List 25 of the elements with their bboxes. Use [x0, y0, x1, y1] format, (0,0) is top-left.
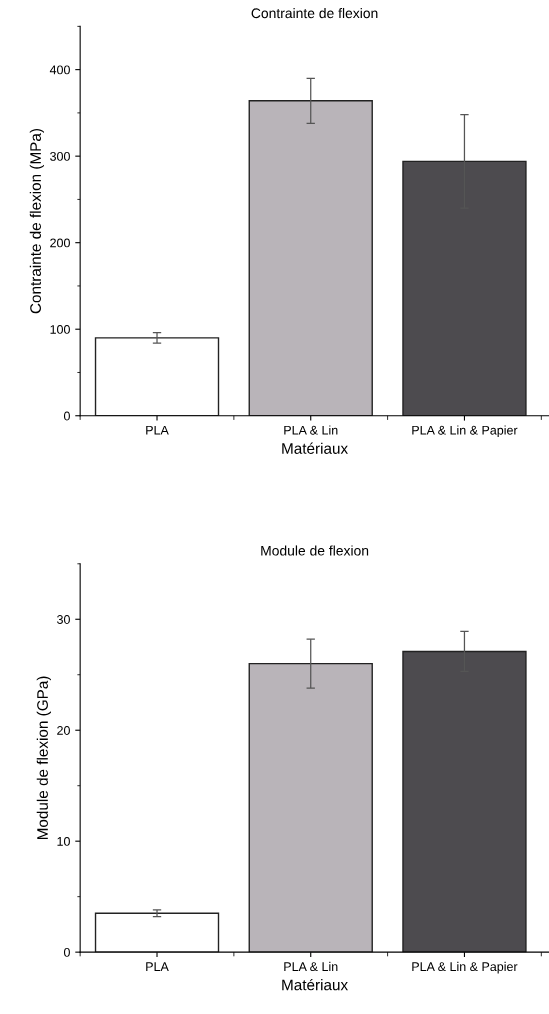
- bar: [248, 662, 373, 953]
- bar: [94, 912, 220, 953]
- x-tick-label: PLA: [146, 425, 169, 435]
- y-tick-label: 30: [57, 615, 70, 624]
- chart-title: Contrainte de flexion: [251, 7, 378, 19]
- y-tick-label: 400: [49, 65, 70, 75]
- x-tick-label: PLA & Lin & Papier: [412, 425, 518, 438]
- chart-title: Module de flexion: [261, 545, 369, 556]
- x-tick-label: PLA & Lin: [284, 961, 338, 972]
- x-tick-label: PLA & Lin: [284, 425, 338, 435]
- y-axis-title: Module de flexion (GPa): [36, 676, 51, 840]
- y-tick-label: 0: [63, 411, 70, 421]
- y-tick-label: 100: [50, 325, 70, 334]
- x-axis-title: Matériaux: [282, 442, 348, 454]
- x-tick-label: PLA: [146, 962, 169, 971]
- y-tick-label: 0: [63, 947, 70, 957]
- y-tick-label: 10: [57, 836, 70, 846]
- bar: [94, 337, 220, 416]
- y-tick-label: 200: [50, 238, 70, 248]
- bar: [248, 100, 373, 416]
- x-axis-title: Matériaux: [282, 978, 348, 991]
- x-tick-label: PLA & Lin & Papier: [412, 961, 518, 974]
- y-tick-label: 20: [57, 726, 70, 735]
- y-tick-label: 300: [50, 151, 70, 161]
- y-axis-title: Contrainte de flexion (MPa): [29, 129, 45, 314]
